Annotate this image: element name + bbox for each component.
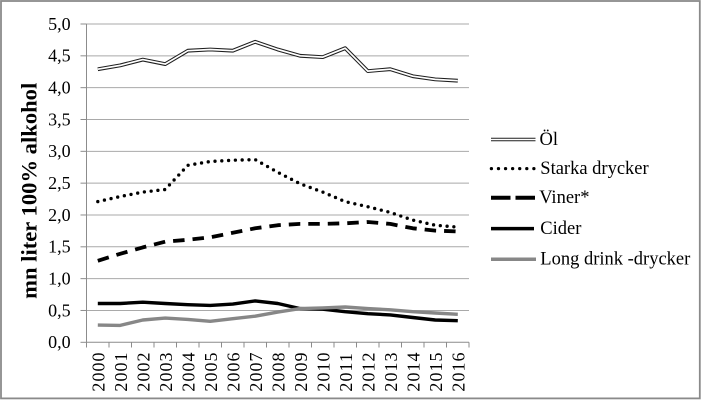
svg-text:2007: 2007	[246, 351, 266, 391]
svg-text:Öl: Öl	[540, 129, 559, 150]
svg-text:2,5: 2,5	[48, 173, 71, 193]
svg-text:2015: 2015	[426, 351, 446, 391]
svg-text:1,5: 1,5	[48, 237, 71, 257]
svg-text:1,0: 1,0	[48, 269, 71, 289]
svg-text:2006: 2006	[224, 351, 244, 391]
svg-text:2002: 2002	[134, 351, 154, 391]
svg-text:2010: 2010	[314, 351, 334, 391]
svg-text:5,0: 5,0	[48, 14, 71, 34]
svg-text:2,0: 2,0	[48, 205, 71, 225]
svg-text:3,0: 3,0	[48, 141, 71, 161]
svg-text:2003: 2003	[156, 351, 176, 391]
svg-text:2008: 2008	[269, 351, 289, 391]
svg-text:4,5: 4,5	[48, 46, 71, 66]
svg-text:Starka drycker: Starka drycker	[540, 159, 648, 179]
svg-text:3,5: 3,5	[48, 109, 71, 129]
svg-text:Cider: Cider	[540, 219, 581, 239]
svg-text:2005: 2005	[201, 351, 221, 391]
svg-text:2004: 2004	[179, 351, 199, 391]
svg-text:2012: 2012	[359, 351, 379, 391]
svg-text:2013: 2013	[381, 351, 401, 391]
svg-text:0,0: 0,0	[48, 332, 71, 352]
svg-text:4,0: 4,0	[48, 78, 71, 98]
svg-text:2016: 2016	[449, 351, 469, 391]
svg-text:2014: 2014	[404, 351, 424, 391]
svg-text:2011: 2011	[336, 352, 356, 392]
svg-text:mn liter 100% alkohol: mn liter 100% alkohol	[16, 83, 41, 299]
svg-text:2009: 2009	[291, 351, 311, 391]
svg-text:2000: 2000	[89, 351, 109, 391]
svg-text:2001: 2001	[111, 351, 131, 391]
svg-text:0,5: 0,5	[48, 300, 71, 320]
svg-text:Viner*: Viner*	[539, 188, 589, 208]
svg-text:Long drink -drycker: Long drink -drycker	[540, 250, 690, 270]
